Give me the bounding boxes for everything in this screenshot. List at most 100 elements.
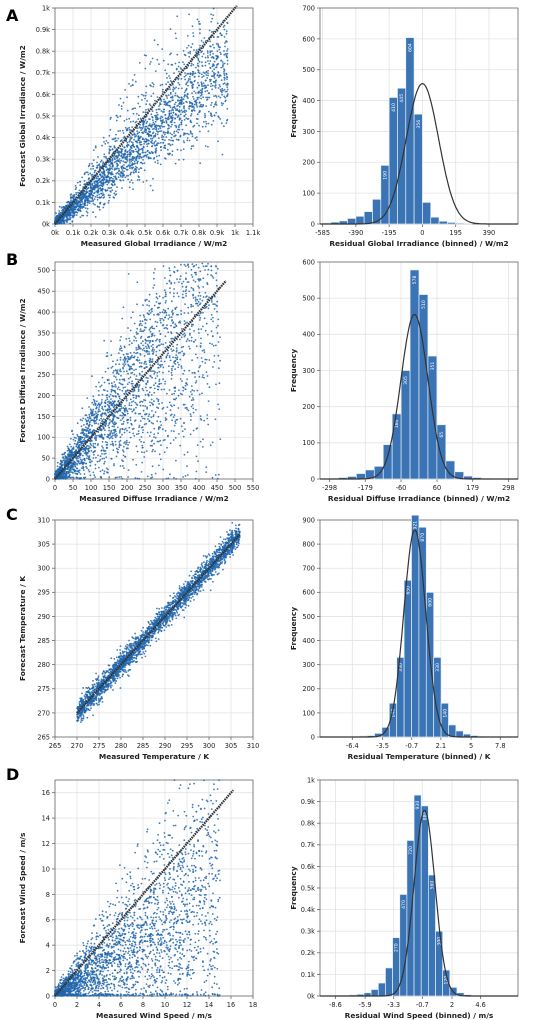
scatter-point xyxy=(92,403,95,406)
scatter-point xyxy=(152,343,154,346)
scatter-point xyxy=(151,116,154,119)
scatter-point xyxy=(110,354,113,357)
scatter-point xyxy=(97,175,100,178)
scatter-point xyxy=(96,167,99,169)
scatter-point xyxy=(91,187,93,189)
scatter-point xyxy=(197,266,200,269)
scatter-point xyxy=(65,213,68,216)
scatter-point xyxy=(128,117,131,120)
scatter-point xyxy=(86,467,88,470)
scatter-point xyxy=(104,174,106,177)
scatter-point xyxy=(165,412,167,415)
scatter-point xyxy=(223,68,225,71)
scatter-point xyxy=(176,108,179,111)
x-tick-label: 0.4k xyxy=(120,229,134,237)
scatter-point xyxy=(171,413,173,416)
scatter-point xyxy=(126,383,129,385)
scatter-point xyxy=(211,65,214,68)
scatter-point xyxy=(74,472,77,475)
scatter-point xyxy=(126,127,129,130)
scatter-point xyxy=(130,160,133,163)
scatter-point xyxy=(158,125,161,127)
scatter-point xyxy=(193,390,196,392)
scatter-point xyxy=(142,404,145,407)
scatter-point xyxy=(204,113,206,115)
scatter-point xyxy=(174,420,177,423)
scatter-point xyxy=(218,46,220,48)
scatter-point xyxy=(66,456,68,459)
scatter-point xyxy=(157,130,159,133)
scatter-point xyxy=(100,192,103,195)
scatter-point xyxy=(84,207,87,210)
scatter-point xyxy=(225,40,227,43)
scatter-point xyxy=(157,128,160,130)
scatter-point xyxy=(225,122,228,125)
scatter-point xyxy=(208,62,211,65)
scatter-point xyxy=(157,162,159,165)
scatter-point xyxy=(132,142,134,144)
scatter-point xyxy=(226,59,229,62)
scatter-point xyxy=(144,322,147,325)
scatter-point xyxy=(198,72,201,75)
scatter-point xyxy=(173,87,176,90)
scatter-point xyxy=(158,63,160,65)
scatter-point xyxy=(102,447,104,449)
scatter-point xyxy=(196,18,199,21)
scatter-point xyxy=(212,80,215,83)
scatter-point xyxy=(172,139,175,142)
scatter-point xyxy=(59,211,62,214)
scatter-point xyxy=(174,101,177,104)
scatter-point xyxy=(129,165,131,168)
scatter-point xyxy=(128,381,131,384)
scatter-point xyxy=(149,104,152,107)
scatter-point xyxy=(96,198,99,201)
scatter-point xyxy=(216,310,218,313)
scatter-point xyxy=(76,181,79,184)
scatter-point xyxy=(56,461,59,464)
scatter-point xyxy=(222,102,225,105)
scatter-point xyxy=(95,456,97,459)
scatter-point xyxy=(101,405,104,408)
scatter-point xyxy=(139,152,141,155)
scatter-point xyxy=(122,363,125,365)
scatter-point xyxy=(99,455,102,458)
scatter-point xyxy=(155,301,158,303)
scatter-point xyxy=(102,192,104,195)
scatter-point xyxy=(178,70,180,73)
scatter-point xyxy=(97,389,100,392)
scatter-point xyxy=(146,304,149,306)
scatter-point xyxy=(155,325,158,328)
scatter-point xyxy=(223,70,225,73)
scatter-point xyxy=(143,154,146,157)
y-tick-label: 400 xyxy=(302,97,315,105)
scatter-point xyxy=(173,105,176,108)
scatter-point xyxy=(88,417,91,420)
scatter-point xyxy=(145,138,147,140)
scatter-point xyxy=(142,344,145,347)
x-tick-label: 400 xyxy=(193,484,206,492)
scatter-point xyxy=(226,86,229,88)
scatter-point xyxy=(182,354,185,357)
scatter-point xyxy=(143,169,146,172)
scatter-point xyxy=(154,134,157,137)
scatter-point xyxy=(176,356,179,359)
scatter-point xyxy=(168,316,171,319)
y-tick-label: 100 xyxy=(37,434,50,442)
scatter-point xyxy=(131,428,134,430)
scatter-point xyxy=(111,159,114,162)
scatter-point xyxy=(128,149,131,152)
scatter-point xyxy=(88,200,91,203)
scatter-point xyxy=(204,291,207,294)
scatter-point xyxy=(200,419,203,421)
scatter-point xyxy=(109,165,112,168)
scatter-point xyxy=(145,131,148,134)
scatter-point xyxy=(206,89,209,92)
scatter-point xyxy=(154,161,157,164)
scatter-point xyxy=(194,92,197,94)
scatter-point xyxy=(187,409,190,412)
scatter-point xyxy=(169,91,172,94)
scatter-point xyxy=(181,350,184,353)
scatter-point xyxy=(190,62,193,65)
scatter-point xyxy=(126,410,129,413)
scatter-point xyxy=(186,408,189,410)
